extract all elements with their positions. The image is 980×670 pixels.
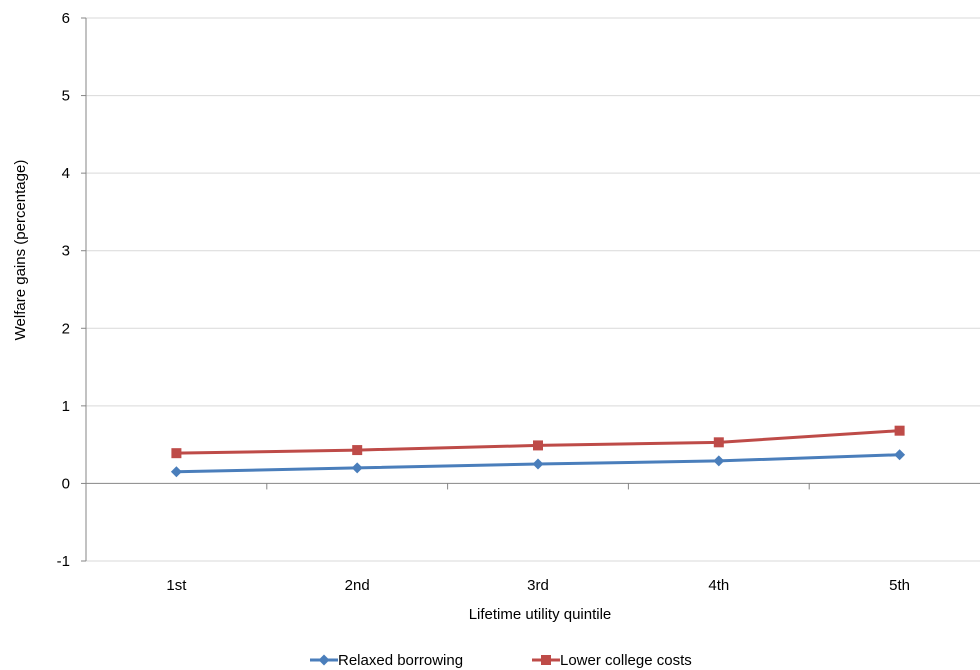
gridlines <box>86 17 980 562</box>
data-point-diamond <box>894 449 906 461</box>
legend-item: Lower college costs <box>532 652 692 669</box>
y-tick-label: 0 <box>62 475 70 492</box>
x-tick-label: 5th <box>889 577 910 594</box>
x-tick-labels: 1st 2nd 3rd 4th 5th <box>166 577 910 594</box>
x-tick-label: 4th <box>708 577 729 594</box>
data-point-diamond <box>532 458 544 470</box>
legend: Relaxed borrowing Lower college costs <box>310 652 692 669</box>
legend-label: Lower college costs <box>560 652 692 669</box>
y-tick-label: 2 <box>62 320 70 337</box>
x-tick-label: 1st <box>166 577 187 594</box>
data-point-diamond <box>713 455 725 467</box>
y-tick-labels: -1 0 1 2 3 4 5 6 <box>57 10 70 570</box>
data-point-square <box>713 437 724 448</box>
x-tick-label: 3rd <box>527 577 549 594</box>
y-tick-label: 5 <box>62 88 70 105</box>
data-point-diamond <box>170 466 182 478</box>
data-point-diamond <box>351 462 363 474</box>
y-tick-label: 6 <box>62 10 70 27</box>
legend-marker-diamond <box>318 654 330 666</box>
y-tick-label: 1 <box>62 398 70 415</box>
y-axis-title: Welfare gains (percentage) <box>12 160 29 341</box>
data-point-square <box>352 445 363 456</box>
x-tick-label: 2nd <box>345 577 370 594</box>
y-tick-label: 4 <box>62 165 70 182</box>
y-tick-label: 3 <box>62 243 70 260</box>
legend-label: Relaxed borrowing <box>338 652 463 669</box>
data-point-square <box>171 448 182 459</box>
data-point-square <box>533 440 543 451</box>
series-lower-college-costs <box>171 425 905 459</box>
legend-item: Relaxed borrowing <box>310 652 463 669</box>
y-tick-label: -1 <box>57 553 70 570</box>
series-relaxed-borrowing <box>170 449 906 478</box>
legend-marker-square <box>541 655 551 665</box>
axes <box>81 17 980 562</box>
x-axis-title: Lifetime utility quintile <box>469 606 612 623</box>
data-point-square <box>894 425 905 436</box>
series-layer <box>170 425 906 478</box>
